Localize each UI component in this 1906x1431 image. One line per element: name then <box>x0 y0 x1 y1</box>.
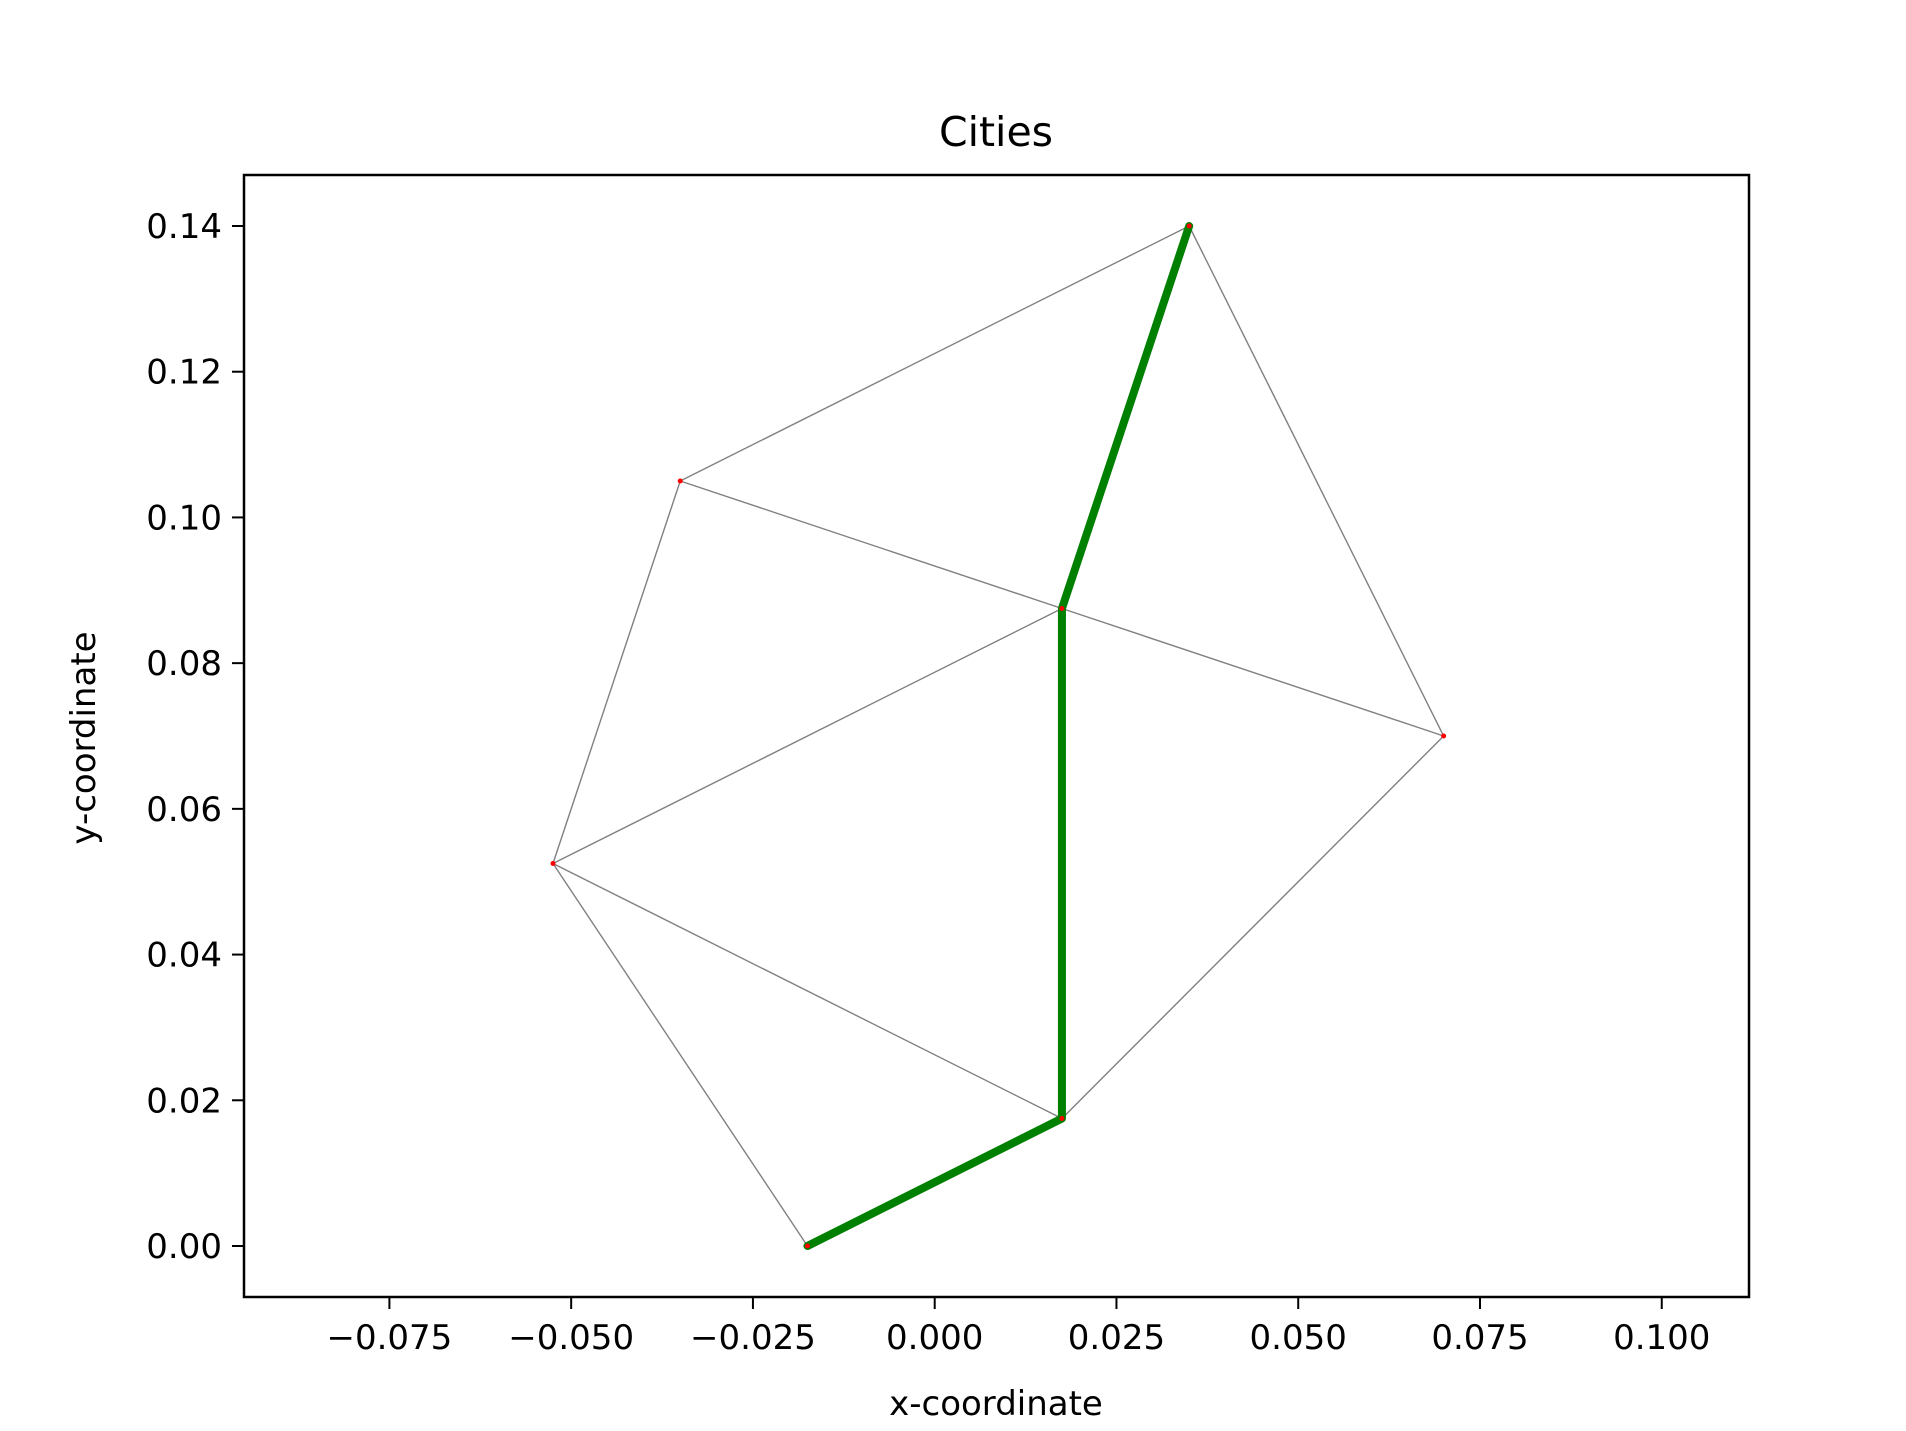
y-tick-label: 0.02 <box>146 1081 222 1121</box>
y-tick-label: 0.10 <box>146 498 222 538</box>
x-tick-label: 0.050 <box>1250 1318 1347 1358</box>
city-point-5 <box>1186 223 1192 229</box>
y-tick-label: 0.12 <box>146 353 222 393</box>
edge-3 <box>552 607 1063 865</box>
edge-7 <box>1061 607 1444 737</box>
y-tick-label: 0.14 <box>146 207 222 247</box>
chart-title: Cities <box>939 108 1053 156</box>
highlighted-path <box>803 222 1194 1250</box>
edge-4 <box>552 480 681 864</box>
city-point-2 <box>550 861 556 866</box>
edge-9 <box>1061 735 1445 1119</box>
x-tick-label: −0.050 <box>508 1318 634 1358</box>
edge-8 <box>1188 225 1445 737</box>
y-tick-label: 0.00 <box>146 1227 222 1267</box>
x-tick-label: −0.075 <box>326 1318 452 1358</box>
y-tick-label: 0.06 <box>146 790 222 830</box>
y-axis: 0.00 0.02 0.04 0.06 0.08 0.10 0.12 0.14 <box>146 207 244 1267</box>
edge-5 <box>680 480 1063 610</box>
points-layer <box>550 223 1447 1249</box>
city-point-3 <box>1059 606 1065 611</box>
city-point-1 <box>1059 1116 1065 1121</box>
city-point-4 <box>677 478 683 484</box>
x-tick-label: −0.025 <box>690 1318 816 1358</box>
path-layer <box>803 222 1194 1250</box>
x-tick-label: 0.075 <box>1431 1318 1528 1358</box>
plot-frame <box>242 173 1751 1299</box>
y-axis-title: y-coordinate <box>64 631 104 844</box>
x-tick-label: 0.025 <box>1068 1318 1165 1358</box>
edge-2 <box>552 862 1063 1120</box>
y-tick-label: 0.08 <box>146 644 222 684</box>
edge-6 <box>679 225 1190 482</box>
y-tick-label: 0.04 <box>146 936 222 976</box>
edge-1 <box>552 863 809 1247</box>
x-axis: −0.075 −0.050 −0.025 0.000 0.025 0.050 0.075 0.… <box>326 1297 1710 1358</box>
city-point-0 <box>804 1243 810 1249</box>
city-point-6 <box>1441 733 1447 739</box>
x-tick-label: 0.000 <box>886 1318 983 1358</box>
x-tick-label: 0.100 <box>1613 1318 1710 1358</box>
x-axis-title: x-coordinate <box>889 1384 1103 1424</box>
